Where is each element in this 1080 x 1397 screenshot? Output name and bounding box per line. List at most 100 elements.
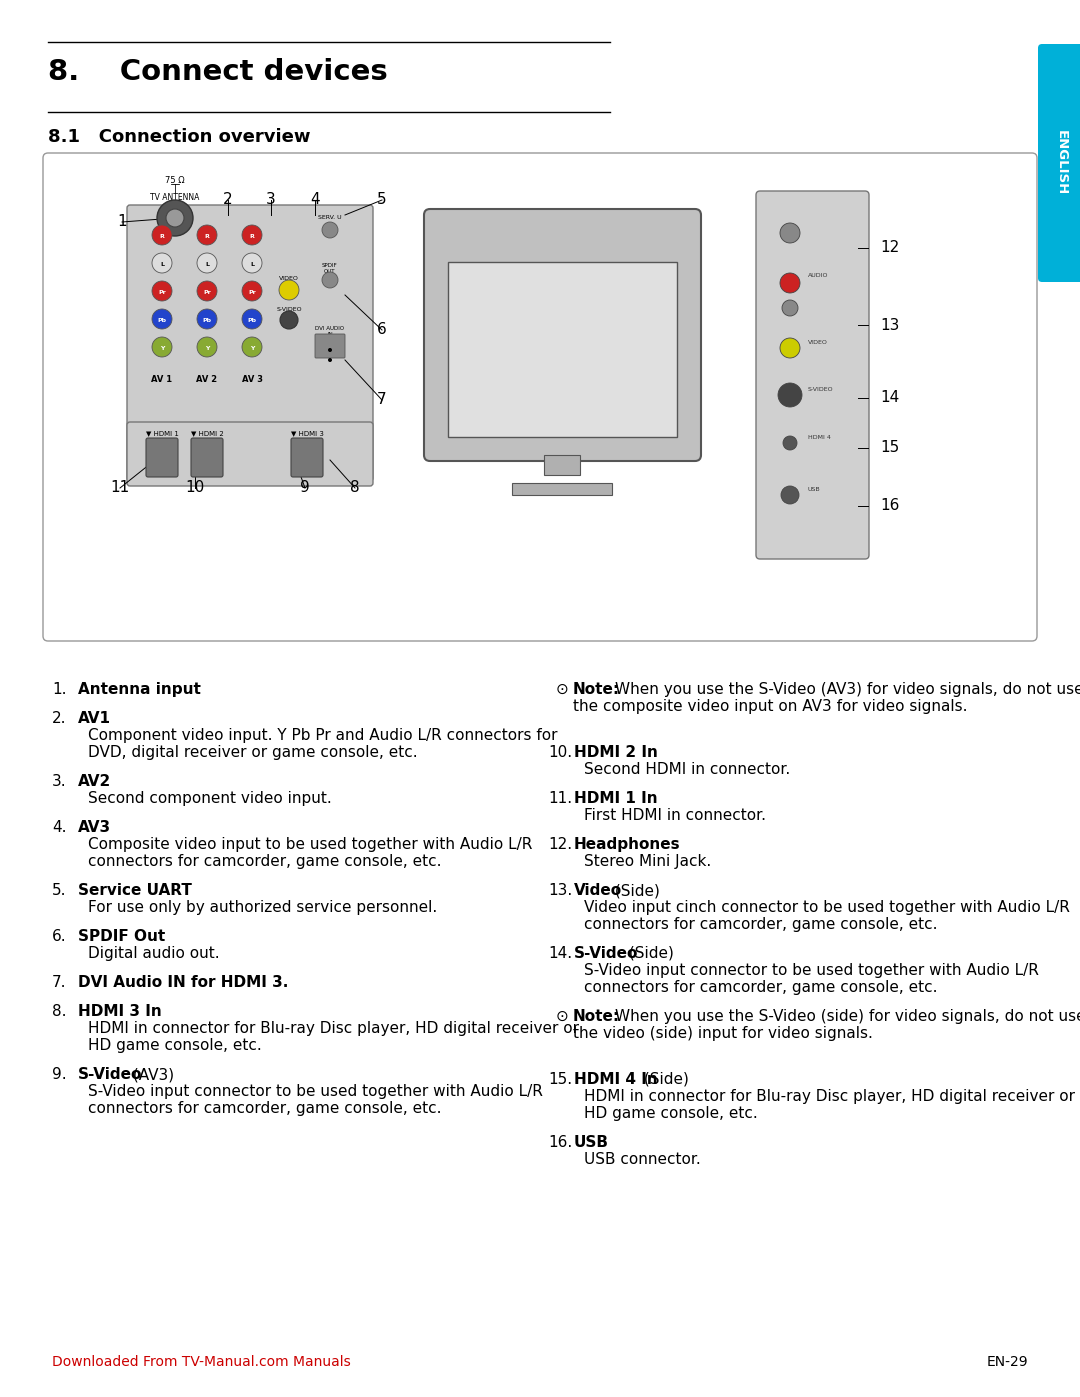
FancyBboxPatch shape xyxy=(756,191,869,559)
Text: ENGLISH: ENGLISH xyxy=(1054,130,1067,196)
Text: AV 3: AV 3 xyxy=(242,374,262,384)
Text: USB: USB xyxy=(573,1134,609,1150)
Text: 6: 6 xyxy=(377,323,387,338)
Text: 16: 16 xyxy=(880,499,900,514)
Text: USB: USB xyxy=(808,488,821,492)
Text: Service UART: Service UART xyxy=(78,883,192,898)
Text: Downloaded From TV-Manual.com Manuals: Downloaded From TV-Manual.com Manuals xyxy=(52,1355,351,1369)
Text: S-Video: S-Video xyxy=(573,946,638,961)
Text: SPDIF Out: SPDIF Out xyxy=(78,929,165,944)
Text: Headphones: Headphones xyxy=(573,837,680,852)
Text: 3: 3 xyxy=(266,193,275,208)
Text: Pb: Pb xyxy=(203,317,212,323)
Text: When you use the S-Video (AV3) for video signals, do not use: When you use the S-Video (AV3) for video… xyxy=(615,682,1080,697)
Circle shape xyxy=(152,309,172,330)
Text: connectors for camcorder, game console, etc.: connectors for camcorder, game console, … xyxy=(87,854,442,869)
Circle shape xyxy=(197,225,217,244)
Text: VIDEO: VIDEO xyxy=(279,277,299,281)
Text: 7.: 7. xyxy=(52,975,67,990)
Text: 11: 11 xyxy=(110,481,130,496)
Text: (Side): (Side) xyxy=(638,1071,689,1087)
Text: SERV. U: SERV. U xyxy=(319,215,341,219)
Text: Pr: Pr xyxy=(203,289,211,295)
Text: First HDMI in connector.: First HDMI in connector. xyxy=(584,807,766,823)
Text: HD game console, etc.: HD game console, etc. xyxy=(584,1106,758,1120)
Circle shape xyxy=(328,358,332,362)
Text: Composite video input to be used together with Audio L/R: Composite video input to be used togethe… xyxy=(87,837,532,852)
Circle shape xyxy=(197,281,217,300)
Circle shape xyxy=(780,224,800,243)
Circle shape xyxy=(781,486,799,504)
Text: ▼ HDMI 2: ▼ HDMI 2 xyxy=(191,430,224,436)
Circle shape xyxy=(322,272,338,288)
Circle shape xyxy=(152,337,172,358)
Text: Stereo Mini Jack.: Stereo Mini Jack. xyxy=(584,854,712,869)
Text: 14.: 14. xyxy=(548,946,572,961)
Text: AV 2: AV 2 xyxy=(197,374,217,384)
Text: R: R xyxy=(160,233,164,239)
Text: SPDIF
OUT: SPDIF OUT xyxy=(322,263,338,274)
Text: Pb: Pb xyxy=(247,317,257,323)
Text: 4.: 4. xyxy=(52,820,67,835)
Text: 15: 15 xyxy=(880,440,900,455)
Text: HDMI 2 In: HDMI 2 In xyxy=(573,745,658,760)
Text: Second component video input.: Second component video input. xyxy=(87,791,332,806)
Text: 5: 5 xyxy=(377,193,387,208)
Text: 75 Ω: 75 Ω xyxy=(165,176,185,184)
Text: S-VIDEO: S-VIDEO xyxy=(276,307,301,312)
Circle shape xyxy=(157,200,193,236)
Text: AV3: AV3 xyxy=(78,820,111,835)
FancyBboxPatch shape xyxy=(127,205,373,481)
Text: Component video input. Y Pb Pr and Audio L/R connectors for: Component video input. Y Pb Pr and Audio… xyxy=(87,728,557,743)
Text: Note:: Note: xyxy=(573,1009,620,1024)
Circle shape xyxy=(197,253,217,272)
Text: HD game console, etc.: HD game console, etc. xyxy=(87,1038,261,1053)
Text: 7: 7 xyxy=(377,393,387,408)
Text: connectors for camcorder, game console, etc.: connectors for camcorder, game console, … xyxy=(584,981,937,995)
Text: 6.: 6. xyxy=(52,929,67,944)
Text: VIDEO: VIDEO xyxy=(808,339,828,345)
Text: 10.: 10. xyxy=(548,745,572,760)
Text: ▼ HDMI 3: ▼ HDMI 3 xyxy=(291,430,323,436)
Circle shape xyxy=(778,383,802,407)
Circle shape xyxy=(783,436,797,450)
Circle shape xyxy=(166,210,184,226)
Circle shape xyxy=(197,309,217,330)
Text: 8.: 8. xyxy=(52,1004,67,1018)
Text: ⊤: ⊤ xyxy=(170,183,180,196)
Text: 8: 8 xyxy=(350,481,360,496)
Text: S-VIDEO: S-VIDEO xyxy=(808,387,834,393)
Text: 2: 2 xyxy=(224,193,233,208)
Text: 9: 9 xyxy=(300,481,310,496)
Text: 13.: 13. xyxy=(548,883,572,898)
Text: 4: 4 xyxy=(310,193,320,208)
Text: 13: 13 xyxy=(880,317,900,332)
Text: (Side): (Side) xyxy=(610,883,660,898)
Text: Digital audio out.: Digital audio out. xyxy=(87,946,219,961)
Text: 5.: 5. xyxy=(52,883,67,898)
Circle shape xyxy=(152,253,172,272)
FancyBboxPatch shape xyxy=(315,334,345,358)
Text: DVI AUDIO
IN: DVI AUDIO IN xyxy=(315,326,345,337)
Bar xyxy=(448,263,677,437)
Text: HDMI 4 In: HDMI 4 In xyxy=(573,1071,658,1087)
Text: AV1: AV1 xyxy=(78,711,111,726)
Text: Y: Y xyxy=(160,345,164,351)
Text: 8.1   Connection overview: 8.1 Connection overview xyxy=(48,129,311,147)
Text: Y: Y xyxy=(205,345,210,351)
FancyBboxPatch shape xyxy=(146,439,178,476)
Text: HDMI 3 In: HDMI 3 In xyxy=(78,1004,162,1018)
FancyBboxPatch shape xyxy=(291,439,323,476)
Text: DVD, digital receiver or game console, etc.: DVD, digital receiver or game console, e… xyxy=(87,745,418,760)
Circle shape xyxy=(279,279,299,300)
Text: 15.: 15. xyxy=(548,1071,572,1087)
Text: (AV3): (AV3) xyxy=(129,1067,175,1083)
Text: R: R xyxy=(249,233,255,239)
Text: AV2: AV2 xyxy=(78,774,111,789)
FancyBboxPatch shape xyxy=(43,154,1037,641)
Text: 12: 12 xyxy=(880,240,900,256)
FancyBboxPatch shape xyxy=(191,439,222,476)
Text: 12.: 12. xyxy=(548,837,572,852)
Text: HDMI in connector for Blu-ray Disc player, HD digital receiver or: HDMI in connector for Blu-ray Disc playe… xyxy=(87,1021,579,1037)
Text: 2.: 2. xyxy=(52,711,67,726)
